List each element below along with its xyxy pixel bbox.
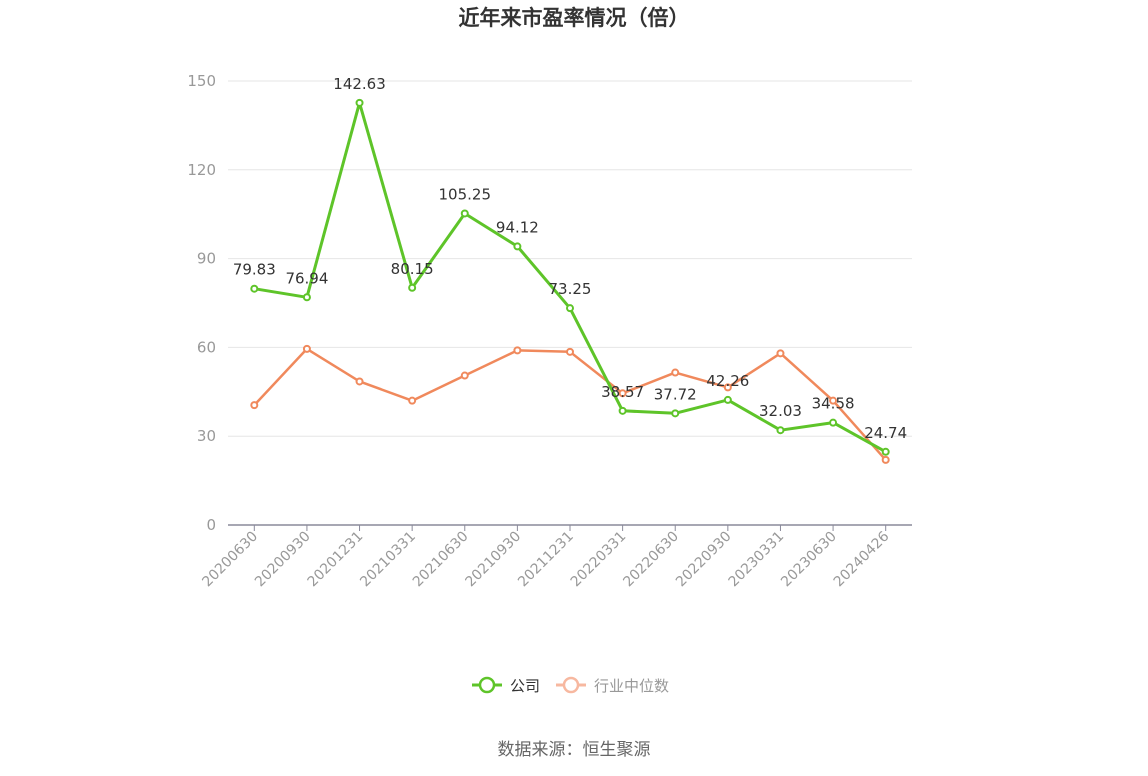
data-point (355, 98, 364, 107)
data-point (566, 347, 574, 356)
data-point (513, 346, 522, 355)
x-tick-label: 20210331 (357, 529, 419, 591)
data-label: 76.94 (285, 269, 328, 287)
series-line-0 (254, 101, 887, 454)
legend-label: 公司 (510, 677, 540, 695)
data-label: 38.57 (601, 383, 644, 401)
legend-label: 行业中位数 (594, 677, 669, 695)
data-point (776, 349, 785, 358)
x-tick-label: 20230331 (726, 529, 788, 591)
chart-title: 近年来市盈率情况（倍） (459, 6, 690, 30)
x-tick-label: 20210630 (410, 529, 472, 591)
data-point (776, 426, 785, 435)
data-label: 73.25 (549, 280, 592, 298)
x-tick-label: 20200630 (199, 529, 261, 591)
legend-item-1[interactable]: 行业中位数 (556, 676, 669, 695)
data-label: 42.26 (706, 372, 749, 390)
data-point (250, 401, 259, 410)
data-point (618, 389, 627, 398)
y-tick-label: 0 (206, 516, 216, 534)
legend-marker (478, 676, 496, 694)
x-tick-label: 20200930 (252, 529, 314, 591)
data-point (881, 447, 890, 456)
x-tick-label: 20210930 (463, 529, 525, 591)
data-label: 142.63 (333, 75, 386, 93)
data-point (460, 209, 469, 218)
x-tick-label: 20201231 (305, 529, 367, 591)
data-source: 数据来源：恒生聚源 (498, 740, 651, 760)
x-tick-label: 20220331 (568, 529, 630, 591)
data-label: 24.74 (864, 424, 907, 442)
data-point (723, 395, 732, 404)
series-points (250, 98, 890, 464)
x-tick-label: 20220630 (620, 529, 682, 591)
data-label: 34.58 (812, 395, 855, 413)
data-point (302, 344, 311, 353)
data-point (355, 377, 364, 386)
x-tick-label: 20240426 (831, 528, 893, 590)
data-point (250, 284, 259, 293)
y-tick-label: 30 (197, 427, 216, 445)
x-tick-label: 20230630 (778, 529, 840, 591)
grid-lines (228, 80, 912, 437)
data-point (829, 418, 838, 427)
data-label: 105.25 (439, 185, 492, 203)
x-axis: 2020063020200930202012312021033120210630… (199, 524, 912, 591)
x-tick-label: 20211231 (515, 529, 577, 591)
legend[interactable]: 公司 行业中位数 (472, 676, 669, 695)
data-point (566, 304, 574, 313)
y-tick-label: 120 (187, 161, 216, 179)
data-point (408, 396, 417, 405)
data-point (408, 283, 417, 292)
data-point (723, 383, 732, 392)
data-label: 37.72 (654, 385, 697, 403)
data-point (302, 293, 311, 302)
data-point (829, 396, 838, 405)
y-tick-label: 60 (197, 338, 216, 356)
data-label: 94.12 (496, 218, 539, 236)
data-point (671, 409, 680, 418)
y-tick-label: 150 (187, 72, 216, 90)
data-point (671, 368, 680, 377)
data-point (618, 406, 627, 415)
data-point (513, 242, 522, 251)
y-axis-ticks: 0 30 60 90 120 150 (187, 72, 216, 534)
y-tick-label: 90 (197, 250, 216, 268)
data-point (881, 455, 890, 464)
legend-item-0[interactable]: 公司 (472, 676, 540, 695)
data-label: 32.03 (759, 402, 802, 420)
data-point (460, 371, 469, 380)
legend-marker (562, 676, 580, 694)
data-label: 80.15 (391, 260, 434, 278)
data-label: 79.83 (233, 261, 276, 279)
x-tick-label: 20220930 (673, 529, 735, 591)
